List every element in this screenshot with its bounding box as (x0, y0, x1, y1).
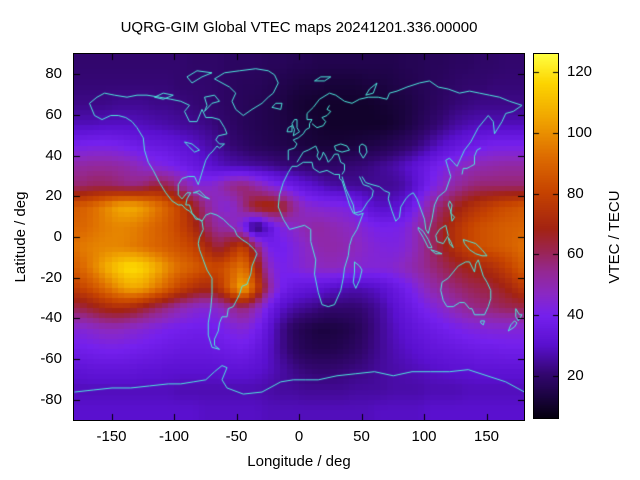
colorbar-title: VTEC / TECU (606, 190, 623, 284)
vtec-heatmap-canvas (74, 54, 524, 420)
y-tick-label: -80 (40, 390, 62, 408)
y-tick-label: 60 (45, 106, 62, 123)
y-tick-label: 80 (45, 65, 62, 83)
colorbar-tick-label: 40 (567, 305, 584, 323)
y-tick-label: 40 (45, 146, 62, 164)
colorbar-tick-label: 120 (567, 63, 593, 81)
colorbar (533, 53, 559, 419)
y-tick-label: -40 (40, 309, 62, 327)
colorbar-tick-label: 60 (567, 245, 584, 263)
y-tick-label: -60 (40, 350, 62, 367)
y-tick-label: -20 (40, 268, 62, 286)
x-tick-label: 0 (294, 428, 304, 445)
y-tick-label: 20 (45, 187, 62, 205)
x-tick-label: -100 (158, 428, 190, 445)
x-tick-label: 150 (473, 428, 500, 445)
y-axis-title: Latitude / deg (12, 191, 29, 283)
chart-title: UQRG-GIM Global VTEC maps 20241201.336.0… (120, 19, 478, 36)
colorbar-tick-label: 80 (567, 184, 584, 202)
x-tick-label: 50 (353, 428, 370, 445)
x-tick-label: 100 (411, 428, 437, 445)
y-tick-label: 0 (53, 228, 62, 245)
x-axis-title: Longitude / deg (247, 453, 351, 470)
x-tick-label: -150 (96, 428, 127, 445)
map-plot (73, 53, 525, 421)
colorbar-gradient-canvas (534, 54, 558, 418)
x-tick-label: -50 (225, 428, 248, 445)
colorbar-tick-label: 100 (567, 123, 593, 141)
colorbar-tick-label: 20 (567, 366, 584, 384)
